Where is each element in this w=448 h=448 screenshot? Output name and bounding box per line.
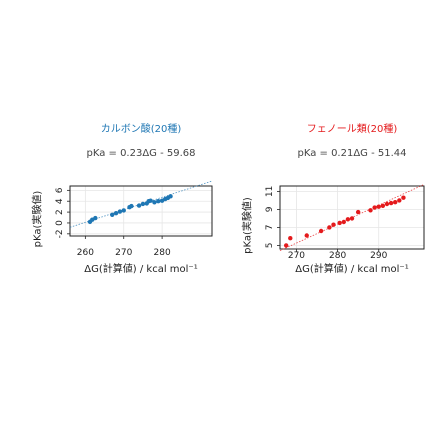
data-point — [341, 219, 346, 225]
data-point — [384, 201, 390, 207]
y-tick-label: -2 — [55, 229, 65, 238]
plot-area-frame — [69, 185, 213, 237]
data-point — [136, 203, 142, 208]
chart-subtitle: pKa = 0.21ΔG - 51.44 — [297, 148, 406, 159]
y-tick-label: 2 — [55, 209, 65, 215]
data-point — [345, 217, 351, 222]
data-point — [148, 198, 153, 203]
y-axis-label: pKa(実験値) — [31, 191, 44, 248]
y-tick-label: 11 — [265, 186, 275, 197]
data-point — [156, 199, 161, 204]
x-tick-label: 280 — [154, 248, 171, 258]
data-point — [288, 236, 293, 241]
data-point — [113, 210, 119, 216]
data-point — [355, 209, 361, 215]
x-tick-label: 290 — [370, 251, 387, 261]
chart-title: フェノール類(20種) — [307, 122, 398, 135]
y-tick-label: 0 — [55, 220, 65, 226]
x-tick-label: 270 — [115, 248, 132, 258]
data-point — [397, 198, 402, 203]
x-axis-label: ΔG(計算値) / kcal mol⁻¹ — [295, 262, 408, 275]
x-tick-label: 260 — [77, 248, 94, 258]
data-point — [388, 200, 394, 206]
y-tick-label: 7 — [265, 225, 275, 231]
data-point — [327, 225, 332, 230]
data-point — [337, 220, 342, 226]
y-tick-label: 5 — [265, 243, 275, 249]
chart-panel-2: フェノール類(20種) pKa = 0.21ΔG - 51.44 270 280 290… — [241, 122, 425, 275]
data-point — [401, 195, 406, 200]
data-point — [331, 222, 336, 227]
y-tick-label: 6 — [55, 187, 65, 193]
data-point — [304, 233, 309, 238]
data-point — [380, 203, 386, 208]
data-point — [140, 201, 146, 207]
data-point — [129, 203, 134, 209]
data-point — [318, 228, 324, 234]
data-point — [121, 208, 126, 213]
x-tick-label: 280 — [329, 251, 346, 261]
data-point — [283, 243, 289, 248]
data-point — [152, 200, 157, 205]
y-tick-label: 9 — [265, 206, 275, 212]
chart-subtitle: pKa = 0.23ΔG - 59.68 — [86, 148, 195, 159]
data-point — [393, 200, 398, 205]
data-point — [349, 216, 355, 221]
y-tick-label: 4 — [55, 198, 65, 204]
plot-area-frame — [279, 185, 425, 250]
y-axis-label: pKa(実験値) — [241, 197, 254, 254]
data-point — [372, 205, 377, 210]
data-point — [117, 209, 123, 214]
data-point — [376, 204, 381, 209]
x-axis-label: ΔG(計算値) / kcal mol⁻¹ — [84, 262, 197, 275]
data-point — [93, 215, 98, 221]
chart-title: カルボン酸(20種) — [101, 122, 182, 135]
data-point — [368, 208, 373, 213]
x-tick-label: 270 — [288, 251, 305, 261]
data-point — [168, 194, 173, 199]
data-point — [110, 212, 115, 218]
